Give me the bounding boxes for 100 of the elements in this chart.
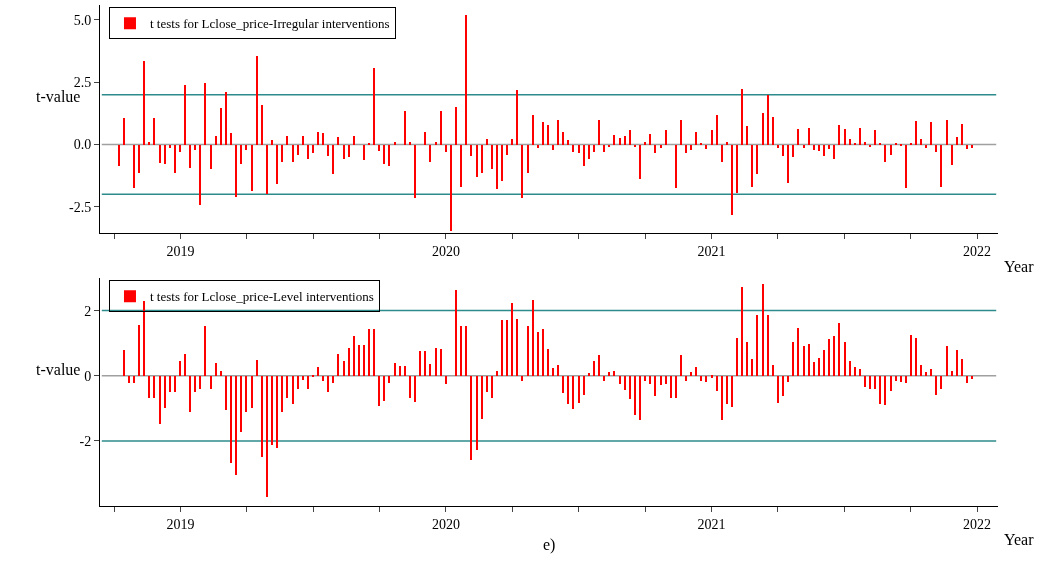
bar: [930, 122, 932, 145]
bar: [271, 376, 273, 446]
bar: [900, 376, 902, 383]
bar: [327, 376, 329, 393]
x-tick-label: 2021: [697, 243, 726, 259]
bar: [511, 303, 513, 377]
bar: [603, 145, 605, 152]
bar: [261, 376, 263, 458]
bar: [792, 342, 794, 377]
bar: [204, 326, 206, 377]
bar: [629, 376, 631, 400]
bar: [838, 323, 840, 377]
bar: [220, 371, 222, 377]
bar: [772, 365, 774, 377]
bar: [619, 138, 621, 145]
bar: [552, 145, 554, 150]
bar: [833, 145, 835, 159]
bar: [460, 145, 462, 187]
bar: [460, 326, 462, 377]
bar: [189, 376, 191, 413]
bar: [808, 344, 810, 377]
bar: [966, 145, 968, 149]
bar: [527, 145, 529, 173]
bar: [414, 145, 416, 198]
bar: [731, 376, 733, 408]
bar: [705, 376, 707, 383]
bar: [194, 376, 196, 393]
bar: [332, 145, 334, 174]
bar: [322, 133, 324, 145]
bar: [675, 376, 677, 399]
y-tick-label: 0.0: [73, 137, 92, 153]
bar: [383, 376, 385, 402]
bar: [292, 145, 294, 162]
bar: [859, 369, 861, 377]
bar: [946, 120, 948, 145]
bar: [813, 362, 815, 377]
bar: [292, 376, 294, 405]
bar: [312, 375, 314, 378]
bar: [624, 136, 626, 145]
bar: [557, 120, 559, 145]
bar: [373, 329, 375, 377]
bar: [844, 342, 846, 377]
bar: [153, 376, 155, 399]
bar: [874, 130, 876, 145]
bar: [741, 89, 743, 145]
bar: [562, 376, 564, 394]
legend-label: t tests for Lclose_price-Irregular interventions: [149, 16, 390, 32]
bar: [828, 339, 830, 377]
bar: [404, 111, 406, 145]
x-axis-title: Year: [1004, 531, 1035, 548]
bar: [337, 354, 339, 377]
bar: [956, 137, 958, 145]
bar: [496, 145, 498, 189]
bar: [537, 332, 539, 377]
bar: [481, 145, 483, 173]
bar: [895, 376, 897, 382]
bar: [946, 346, 948, 377]
bar: [297, 376, 299, 390]
bar: [874, 376, 876, 390]
bar: [762, 284, 764, 377]
bar: [184, 85, 186, 145]
bar: [317, 367, 319, 377]
bar: [394, 142, 396, 145]
x-tick-label: 2022: [963, 516, 992, 532]
bar: [649, 376, 651, 385]
bar: [123, 118, 125, 145]
bar: [148, 376, 150, 399]
bar: [925, 145, 927, 148]
bar: [281, 376, 283, 413]
bar: [327, 145, 329, 156]
bar: [935, 145, 937, 152]
bar: [435, 348, 437, 377]
bar: [884, 376, 886, 406]
bar: [716, 115, 718, 145]
bar: [690, 372, 692, 377]
bar: [194, 145, 196, 150]
bar: [675, 145, 677, 188]
bar: [726, 142, 728, 145]
bar: [348, 145, 350, 157]
bar: [578, 376, 580, 404]
bar: [547, 125, 549, 145]
bar: [756, 145, 758, 174]
bar: [148, 142, 150, 145]
bar: [302, 136, 304, 145]
bar: [174, 145, 176, 173]
bar: [501, 320, 503, 377]
bar: [644, 376, 646, 382]
bar: [925, 372, 927, 377]
bar: [613, 135, 615, 145]
bar: [414, 376, 416, 403]
bar: [542, 122, 544, 145]
bar: [486, 139, 488, 145]
bar: [516, 90, 518, 145]
bar: [905, 376, 907, 384]
bar: [726, 376, 728, 405]
bar: [286, 136, 288, 145]
bar: [143, 301, 145, 377]
bar: [312, 145, 314, 153]
bar: [174, 376, 176, 393]
bar: [854, 367, 856, 377]
